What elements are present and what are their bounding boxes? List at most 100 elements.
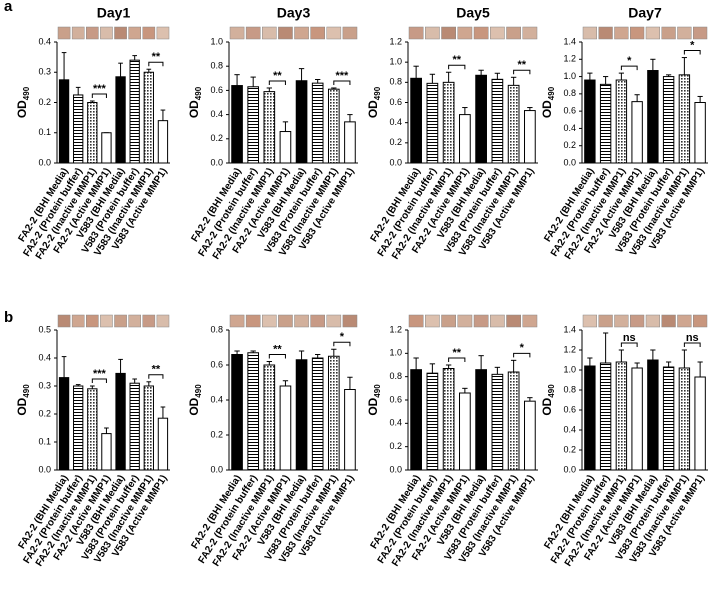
y-tick-label: 0.6 bbox=[210, 359, 223, 369]
thumbnail bbox=[310, 26, 325, 40]
y-axis-label-main: OD bbox=[540, 397, 554, 415]
y-tick-label: 0.2 bbox=[389, 441, 402, 451]
y-tick-label: 0.0 bbox=[563, 157, 576, 167]
y-tick-label: 0.4 bbox=[38, 36, 51, 46]
y-tick-label: 0.2 bbox=[210, 133, 223, 143]
y-tick-label: 0.5 bbox=[38, 324, 51, 334]
y-axis-label-sub: 490 bbox=[194, 86, 203, 100]
y-tick-label: 0.4 bbox=[210, 394, 223, 404]
significance-label: * bbox=[627, 55, 632, 67]
thumbnail bbox=[408, 314, 424, 328]
bar bbox=[231, 85, 243, 164]
bar bbox=[631, 101, 643, 164]
bar bbox=[263, 91, 276, 164]
thumbnail bbox=[473, 314, 489, 328]
thumbnail bbox=[582, 26, 597, 40]
y-tick-label: 0.0 bbox=[210, 157, 223, 167]
y-tick-label: 0.8 bbox=[563, 88, 576, 98]
y-tick-label: 0.6 bbox=[563, 106, 576, 116]
bar bbox=[475, 74, 487, 164]
bar bbox=[662, 366, 675, 471]
y-tick-label: 1.2 bbox=[563, 54, 576, 64]
chart-title: Day1 bbox=[97, 5, 131, 21]
bar bbox=[584, 365, 596, 471]
bar bbox=[524, 110, 536, 164]
bar bbox=[491, 373, 504, 471]
bar bbox=[599, 362, 612, 471]
thumbnail bbox=[278, 26, 293, 40]
significance-bracket bbox=[268, 80, 286, 85]
bar bbox=[311, 357, 324, 471]
significance-bracket bbox=[513, 352, 531, 358]
y-axis-label-sub: 490 bbox=[547, 86, 556, 100]
thumbnail bbox=[86, 314, 99, 328]
significance-label: ns bbox=[623, 332, 636, 344]
thumbnail bbox=[457, 26, 473, 40]
bar bbox=[524, 400, 536, 471]
significance-label: ns bbox=[686, 332, 699, 344]
thumbnail bbox=[522, 26, 538, 40]
y-axis-label-main: OD bbox=[540, 100, 554, 118]
bar bbox=[678, 367, 691, 471]
thumbnail bbox=[425, 26, 440, 40]
significance-bracket bbox=[333, 341, 351, 347]
y-axis-label: OD490 bbox=[187, 384, 203, 416]
y-axis-label: OD490 bbox=[540, 384, 556, 416]
bar bbox=[115, 372, 126, 471]
bar bbox=[311, 82, 324, 164]
y-tick-label: 0.4 bbox=[389, 418, 402, 428]
thumbnail bbox=[278, 314, 293, 328]
y-tick-label: 0.2 bbox=[38, 97, 51, 107]
thumbnail bbox=[582, 314, 597, 328]
thumbnail bbox=[262, 314, 277, 328]
y-tick-label: 0.0 bbox=[38, 464, 51, 474]
thumbnail bbox=[294, 314, 309, 328]
thumbnail bbox=[677, 26, 692, 40]
significance-bracket bbox=[683, 342, 701, 347]
thumbnail bbox=[630, 314, 645, 328]
significance-label: ** bbox=[452, 347, 461, 359]
significance-label: * bbox=[690, 39, 695, 51]
thumbnail bbox=[57, 26, 71, 40]
panel-label: a bbox=[4, 0, 13, 15]
y-tick-label: 0.1 bbox=[38, 436, 51, 446]
significance-bracket bbox=[448, 64, 466, 70]
bar bbox=[507, 371, 520, 471]
y-tick-label: 0.4 bbox=[563, 424, 576, 434]
y-tick-label: 0.6 bbox=[210, 85, 223, 95]
bar bbox=[143, 385, 154, 471]
thumbnail bbox=[156, 26, 170, 40]
significance-label: ** bbox=[273, 70, 282, 82]
y-tick-label: 1.0 bbox=[389, 57, 402, 67]
thumbnail bbox=[128, 26, 141, 40]
bar bbox=[87, 102, 98, 164]
y-tick-label: 0.2 bbox=[563, 444, 576, 454]
y-tick-label: 0.0 bbox=[563, 464, 576, 474]
thumbnail bbox=[490, 26, 505, 40]
y-axis-label: OD490 bbox=[366, 86, 382, 118]
y-axis-label-main: OD bbox=[366, 397, 380, 415]
thumbnail bbox=[310, 314, 325, 328]
bar bbox=[295, 359, 308, 471]
thumbnail bbox=[100, 26, 113, 40]
y-tick-label: 0.2 bbox=[389, 137, 402, 147]
y-tick-label: 0.4 bbox=[563, 123, 576, 133]
thumbnail bbox=[114, 314, 127, 328]
y-tick-label: 1.4 bbox=[563, 324, 576, 334]
significance-label: ** bbox=[517, 59, 526, 71]
thumbnail bbox=[229, 26, 245, 40]
thumbnail bbox=[598, 314, 613, 328]
y-tick-label: 1.2 bbox=[563, 344, 576, 354]
significance-bracket bbox=[148, 374, 164, 379]
y-tick-label: 0.8 bbox=[563, 384, 576, 394]
bar bbox=[115, 76, 126, 164]
y-axis-label-sub: 490 bbox=[547, 384, 556, 398]
y-axis-label-sub: 490 bbox=[22, 86, 31, 100]
significance-bracket bbox=[620, 342, 638, 347]
bar bbox=[73, 385, 84, 471]
bar bbox=[615, 361, 628, 471]
bar bbox=[344, 121, 356, 164]
thumbnail bbox=[294, 26, 309, 40]
y-axis-label-sub: 490 bbox=[194, 384, 203, 398]
